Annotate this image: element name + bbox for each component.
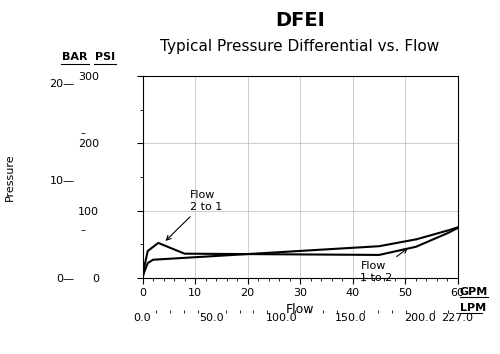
Text: LPM: LPM bbox=[460, 303, 486, 313]
Text: Flow
1 to 2: Flow 1 to 2 bbox=[360, 249, 407, 283]
Text: DFEI: DFEI bbox=[275, 11, 325, 30]
Text: Flow
2 to 1: Flow 2 to 1 bbox=[166, 190, 222, 240]
Text: Flow: Flow bbox=[286, 303, 314, 316]
Text: Pressure: Pressure bbox=[5, 153, 15, 201]
Text: BAR: BAR bbox=[62, 52, 88, 62]
Text: PSI: PSI bbox=[95, 52, 115, 62]
Text: Typical Pressure Differential vs. Flow: Typical Pressure Differential vs. Flow bbox=[160, 39, 440, 54]
Text: GPM: GPM bbox=[460, 287, 488, 297]
